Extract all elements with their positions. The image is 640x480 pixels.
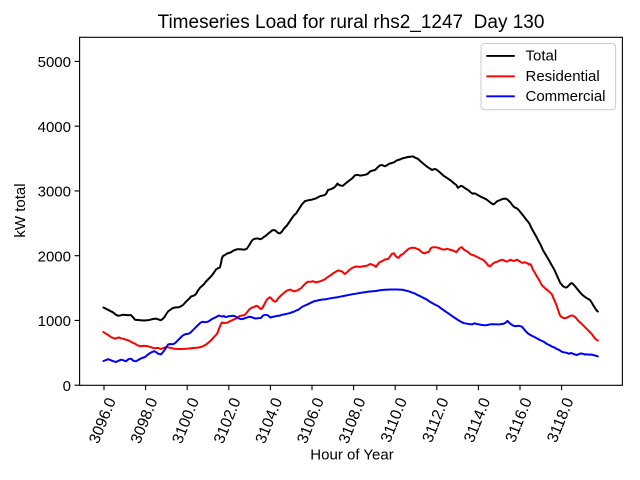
svg-text:2000: 2000 bbox=[38, 249, 71, 266]
svg-text:Commercial: Commercial bbox=[526, 88, 606, 105]
svg-text:kW total: kW total bbox=[12, 183, 29, 237]
svg-text:0: 0 bbox=[63, 378, 71, 395]
svg-text:5000: 5000 bbox=[38, 54, 71, 71]
svg-text:Timeseries Load for rural rhs2: Timeseries Load for rural rhs2_1247 Day … bbox=[158, 12, 545, 33]
svg-text:Hour of Year: Hour of Year bbox=[310, 447, 393, 464]
svg-text:Residential: Residential bbox=[526, 68, 600, 85]
svg-text:3000: 3000 bbox=[38, 184, 71, 201]
svg-text:Total: Total bbox=[526, 48, 558, 65]
svg-text:1000: 1000 bbox=[38, 313, 71, 330]
svg-text:4000: 4000 bbox=[38, 119, 71, 136]
